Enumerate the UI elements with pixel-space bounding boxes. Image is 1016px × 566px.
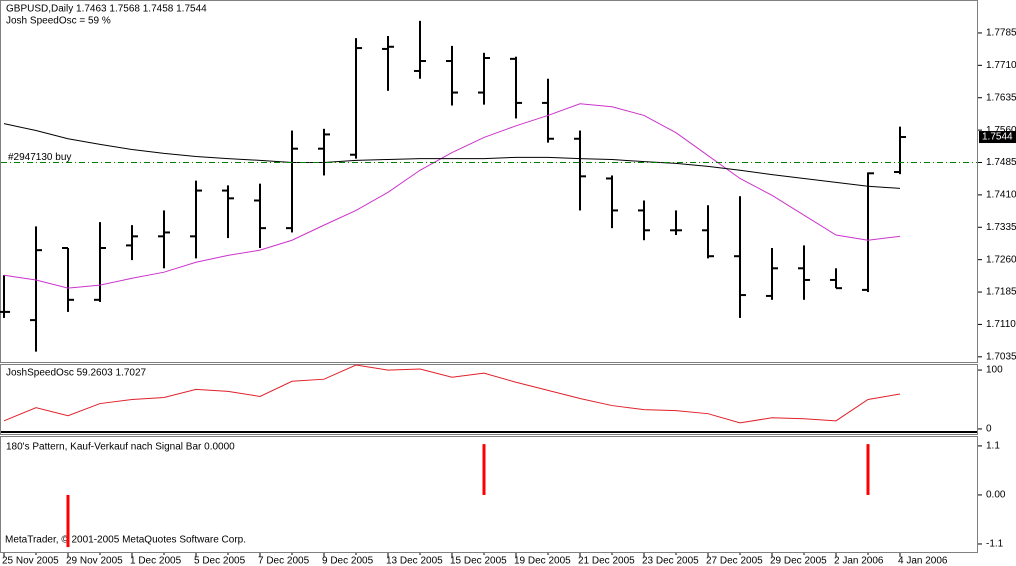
main-panel bbox=[0, 0, 978, 363]
signal-bar bbox=[866, 444, 870, 495]
signal-bar bbox=[66, 494, 70, 548]
pattern-panel bbox=[0, 436, 978, 553]
y-tick-label: 0.00 bbox=[986, 490, 1006, 501]
y-tick-label: 100 bbox=[986, 365, 1003, 376]
x-tick-label: 4 Jan 2006 bbox=[898, 556, 948, 566]
x-tick-label: 1 Dec 2005 bbox=[130, 556, 182, 566]
osc-line bbox=[3, 364, 901, 424]
x-tick-label: 7 Dec 2005 bbox=[258, 556, 310, 566]
y-tick-label: 1.7785 bbox=[986, 28, 1016, 39]
x-tick-label: 21 Dec 2005 bbox=[578, 556, 635, 566]
x-tick-label: 5 Dec 2005 bbox=[194, 556, 246, 566]
y-tick-label: 1.7260 bbox=[986, 254, 1016, 265]
main-subtitle: Josh SpeedOsc = 59 % bbox=[6, 16, 111, 27]
osc-panel bbox=[0, 364, 978, 435]
signal-bar bbox=[482, 444, 486, 495]
x-tick-label: 9 Dec 2005 bbox=[322, 556, 374, 566]
x-tick-label: 13 Dec 2005 bbox=[386, 556, 443, 566]
x-tick-label: 29 Dec 2005 bbox=[770, 556, 827, 566]
y-tick-label: 0 bbox=[986, 424, 992, 435]
y-tick-label: 1.7710 bbox=[986, 60, 1016, 71]
y-tick-label: 1.1 bbox=[986, 441, 1000, 452]
credit: MetaTrader, © 2001-2005 MetaQuotes Softw… bbox=[5, 535, 246, 546]
y-tick-label: 1.7560 bbox=[986, 125, 1016, 136]
pattern-title: 180's Pattern, Kauf-Verkauf nach Signal … bbox=[6, 442, 235, 453]
y-tick-label: 1.7485 bbox=[986, 157, 1016, 168]
x-tick-label: 27 Dec 2005 bbox=[706, 556, 763, 566]
osc-title: JoshSpeedOsc 59.2603 1.7027 bbox=[6, 368, 147, 379]
x-tick-label: 23 Dec 2005 bbox=[642, 556, 699, 566]
price-label: 1.7544 bbox=[982, 132, 1013, 143]
y-tick-label: 1.7185 bbox=[986, 287, 1016, 298]
moving-average bbox=[3, 103, 901, 289]
y-tick-label: 1.7335 bbox=[986, 222, 1016, 233]
x-tick-label: 25 Nov 2005 bbox=[2, 556, 59, 566]
y-tick-label: -1.1 bbox=[986, 539, 1004, 550]
x-tick-label: 2 Jan 2006 bbox=[834, 556, 884, 566]
order-label: #2947130 buy bbox=[8, 152, 71, 163]
x-tick-label: 29 Nov 2005 bbox=[66, 556, 123, 566]
moving-average bbox=[3, 123, 901, 189]
y-tick-label: 1.7035 bbox=[986, 351, 1016, 362]
x-tick-label: 19 Dec 2005 bbox=[514, 556, 571, 566]
price-box bbox=[979, 131, 1016, 144]
y-tick-label: 1.7635 bbox=[986, 92, 1016, 103]
y-tick-label: 1.7110 bbox=[986, 319, 1016, 330]
main-title: GBPUSD,Daily 1.7463 1.7568 1.7458 1.7544 bbox=[6, 4, 207, 15]
x-tick-label: 15 Dec 2005 bbox=[450, 556, 507, 566]
y-tick-label: 1.7410 bbox=[986, 190, 1016, 201]
